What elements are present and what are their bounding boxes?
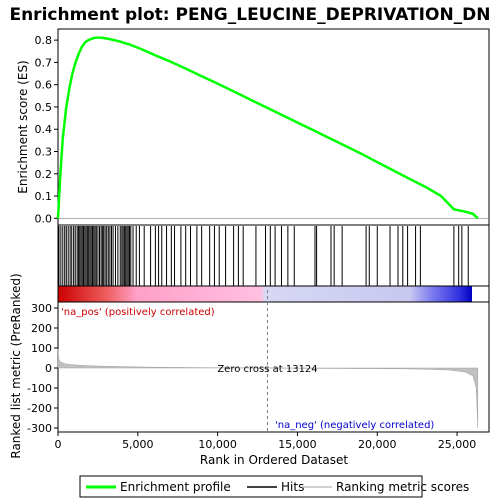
x-tick-label: 20,000 bbox=[358, 438, 397, 451]
es-y-tick-label: 0.5 bbox=[35, 101, 53, 114]
zero-cross-label: Zero cross at 13124 bbox=[217, 364, 317, 375]
metric-x-axis: 0 5,000 10,000 15,000 20,000 25,000 bbox=[55, 432, 477, 451]
metric-y-tick-label: 100 bbox=[31, 342, 52, 355]
metric-y-tick-label: 300 bbox=[31, 302, 52, 315]
es-y-tick-label: 0.1 bbox=[35, 190, 53, 203]
es-panel-frame bbox=[57, 28, 490, 226]
legend-label: Enrichment profile bbox=[120, 480, 231, 494]
x-tick-label: 25,000 bbox=[438, 438, 477, 451]
hits-strip bbox=[58, 226, 469, 286]
es-y-tick-label: 0.7 bbox=[35, 56, 53, 69]
es-y-axis-label: Enrichment score (ES) bbox=[16, 60, 30, 193]
es-y-tick-label: 0.8 bbox=[35, 34, 53, 47]
x-tick-label: 0 bbox=[55, 438, 62, 451]
x-tick-label: 5,000 bbox=[122, 438, 154, 451]
metric-y-tick-label: -100 bbox=[27, 382, 52, 395]
es-y-tick-label: 0.4 bbox=[35, 123, 53, 136]
es-y-tick-label: 0.0 bbox=[35, 212, 53, 225]
metric-y-axis-label: Ranked list metric (PreRanked) bbox=[9, 273, 23, 458]
neg-correlation-label: 'na_neg' (negatively correlated) bbox=[275, 420, 434, 431]
legend: Enrichment profile Hits Ranking metric sco… bbox=[86, 480, 469, 494]
metric-y-axis: 300 200 100 0 -100 -200 -300 bbox=[27, 302, 58, 435]
es-y-axis: 0.0 0.1 0.2 0.3 0.4 0.5 0.6 0.7 0.8 bbox=[35, 34, 58, 225]
rank-color-bar bbox=[58, 286, 472, 302]
metric-y-tick-label: -300 bbox=[27, 422, 52, 435]
es-y-tick-label: 0.6 bbox=[35, 79, 53, 92]
chart-title: Enrichment plot: PENG_LEUCINE_DEPRIVATIO… bbox=[9, 5, 490, 25]
legend-label: Hits bbox=[281, 480, 304, 494]
x-tick-label: 10,000 bbox=[198, 438, 237, 451]
legend-label: Ranking metric scores bbox=[336, 480, 469, 494]
metric-y-tick-label: 200 bbox=[31, 322, 52, 335]
metric-y-tick-label: -200 bbox=[27, 402, 52, 415]
pos-correlation-label: 'na_pos' (positively correlated) bbox=[61, 307, 215, 318]
es-y-tick-label: 0.2 bbox=[35, 168, 53, 181]
x-tick-label: 15,000 bbox=[278, 438, 317, 451]
metric-y-tick-label: 0 bbox=[45, 362, 52, 375]
metric-x-axis-label: Rank in Ordered Dataset bbox=[200, 453, 348, 467]
enrichment-profile-line bbox=[56, 36, 479, 220]
es-y-tick-label: 0.3 bbox=[35, 146, 53, 159]
